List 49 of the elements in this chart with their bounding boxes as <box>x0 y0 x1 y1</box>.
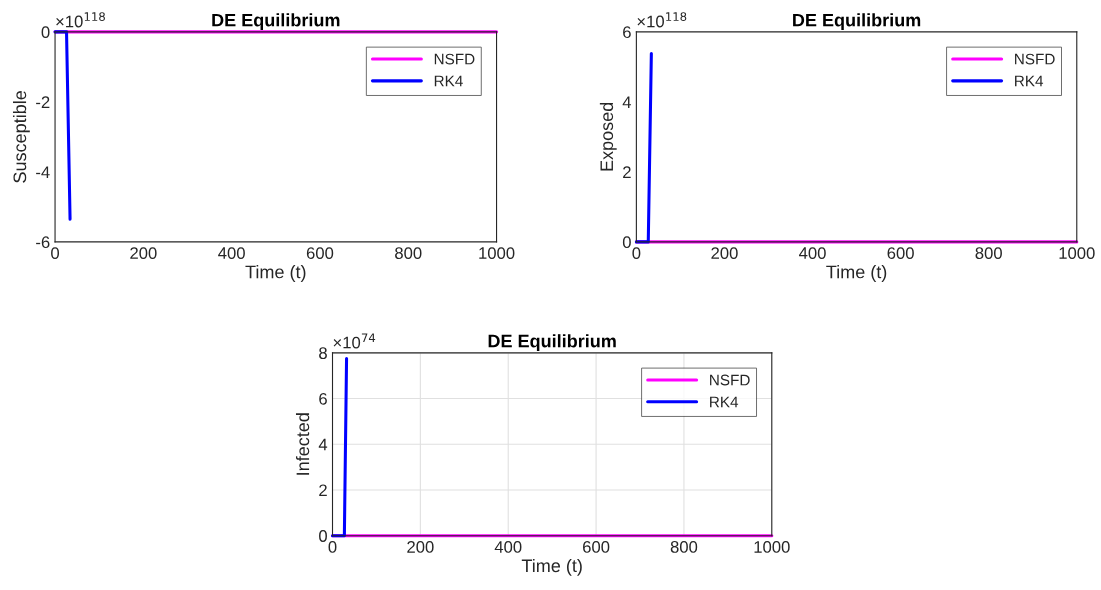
y-axis-title: Susceptible <box>12 91 30 183</box>
x-tick-label: 200 <box>711 247 738 259</box>
x-tick-label: 600 <box>583 541 610 553</box>
y-tick-label: -4 <box>36 166 50 178</box>
legend-label: NSFD <box>434 53 475 65</box>
y-tick-label: 6 <box>623 26 631 39</box>
x-tick-label: 600 <box>887 247 914 259</box>
y-tick-label: -6 <box>36 236 50 249</box>
y-tick-label: 0 <box>41 26 50 39</box>
x-tick-label: 600 <box>306 247 334 259</box>
x-tick-label: 1000 <box>754 541 790 553</box>
chart-title: DE Equilibrium <box>793 13 921 31</box>
x-tick-label: 0 <box>328 541 337 553</box>
y-tick-label: -2 <box>36 96 50 108</box>
chart-title: DE Equilibrium <box>212 13 340 31</box>
y-tick-label: 4 <box>318 438 328 451</box>
legend-label: RK4 <box>1015 75 1044 87</box>
text: ×10$^{74}$ <box>333 333 376 349</box>
x-tick-label: 0 <box>632 247 641 259</box>
x-tick-label: 800 <box>670 541 698 553</box>
y-tick-label: 0 <box>319 530 327 542</box>
x-tick-label: 1000 <box>479 247 515 259</box>
x-tick-label: 1000 <box>1059 247 1095 259</box>
x-axis-title: Time (t) <box>521 558 582 576</box>
x-tick-label: 0 <box>51 247 60 259</box>
x-tick-label: 800 <box>975 247 1002 259</box>
x-tick-label: 400 <box>799 247 826 259</box>
y-tick-label: 2 <box>623 166 631 178</box>
x-tick-label: 400 <box>494 541 522 553</box>
legend-label: RK4 <box>434 75 463 87</box>
x-axis-title: Time (t) <box>826 265 887 282</box>
text: ×10$^{118}$ <box>637 12 687 28</box>
x-tick-label: 800 <box>395 247 422 259</box>
x-tick-label: 400 <box>218 247 245 259</box>
chart-title: DE Equilibrium <box>488 334 616 352</box>
text: ×10$^{118}$ <box>56 12 105 28</box>
x-tick-label: 200 <box>130 247 157 259</box>
y-tick-label: 2 <box>319 484 327 497</box>
y-axis-title: Exposed <box>599 102 617 171</box>
y-axis-title: Infected <box>295 413 310 475</box>
x-tick-label: 200 <box>407 541 434 553</box>
legend-label: NSFD <box>710 374 750 386</box>
legend-label: NSFD <box>1015 53 1055 65</box>
legend-label: RK4 <box>710 396 739 408</box>
y-tick-label: 0 <box>622 236 631 249</box>
y-tick-label: 8 <box>319 347 327 360</box>
y-tick-label: 6 <box>319 392 327 405</box>
y-tick-label: 4 <box>622 96 632 108</box>
x-axis-title: Time (t) <box>245 265 306 282</box>
